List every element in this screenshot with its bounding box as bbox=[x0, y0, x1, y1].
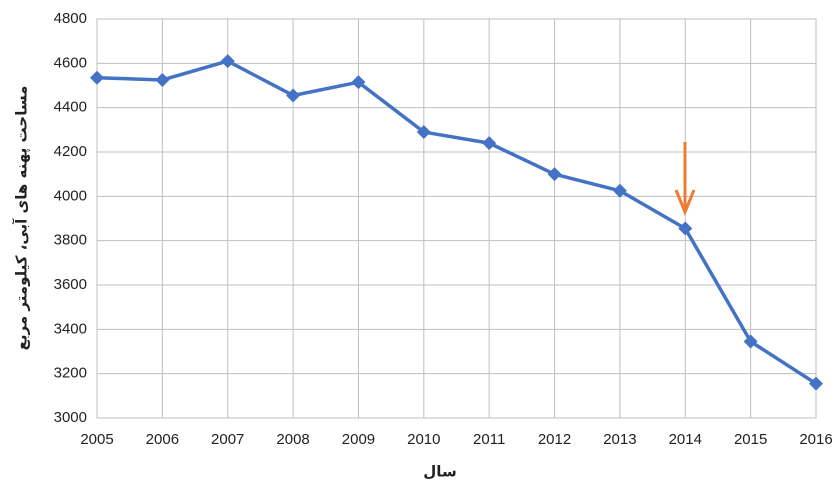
x-tick-label: 2006 bbox=[146, 431, 179, 448]
x-tick-label: 2013 bbox=[603, 431, 636, 448]
data-point bbox=[351, 75, 366, 90]
x-tick-label: 2007 bbox=[211, 431, 244, 448]
x-tick-label: 2014 bbox=[669, 431, 702, 448]
y-tick-label: 4200 bbox=[54, 143, 87, 160]
data-point bbox=[286, 88, 301, 103]
y-tick-label: 3200 bbox=[54, 365, 87, 382]
x-axis-title: سال bbox=[423, 463, 456, 481]
data-point bbox=[678, 221, 693, 236]
annotation-arrow bbox=[674, 142, 696, 216]
y-tick-label: 3400 bbox=[54, 320, 87, 337]
y-tick-label: 3800 bbox=[54, 232, 87, 249]
data-point bbox=[612, 183, 627, 198]
data-point bbox=[743, 334, 758, 349]
y-tick-label: 4800 bbox=[54, 10, 87, 27]
x-tick-label: 2015 bbox=[734, 431, 767, 448]
x-tick-label: 2016 bbox=[799, 431, 832, 448]
y-axis-title: مساحت پهنه های آبی، کیلومتر مربع bbox=[13, 86, 32, 351]
data-point bbox=[416, 125, 431, 140]
x-tick-label: 2010 bbox=[407, 431, 440, 448]
data-point bbox=[809, 376, 823, 391]
data-point bbox=[482, 136, 497, 151]
x-tick-label: 2005 bbox=[80, 431, 113, 448]
data-point bbox=[90, 70, 104, 85]
x-tick-label: 2009 bbox=[342, 431, 375, 448]
x-tick-label: 2011 bbox=[473, 431, 505, 448]
plot-area bbox=[96, 18, 817, 419]
data-point bbox=[155, 72, 170, 87]
y-tick-label: 4600 bbox=[54, 54, 87, 71]
data-line bbox=[96, 59, 817, 386]
data-point bbox=[220, 54, 235, 69]
y-tick-label: 4000 bbox=[54, 187, 87, 204]
y-tick-label: 3000 bbox=[54, 409, 87, 426]
x-tick-label: 2012 bbox=[538, 431, 571, 448]
arrow-head bbox=[674, 189, 696, 216]
y-tick-label: 4400 bbox=[54, 99, 87, 116]
x-tick-label: 2008 bbox=[276, 431, 309, 448]
y-tick-label: 3600 bbox=[54, 276, 87, 293]
data-point bbox=[547, 167, 562, 182]
